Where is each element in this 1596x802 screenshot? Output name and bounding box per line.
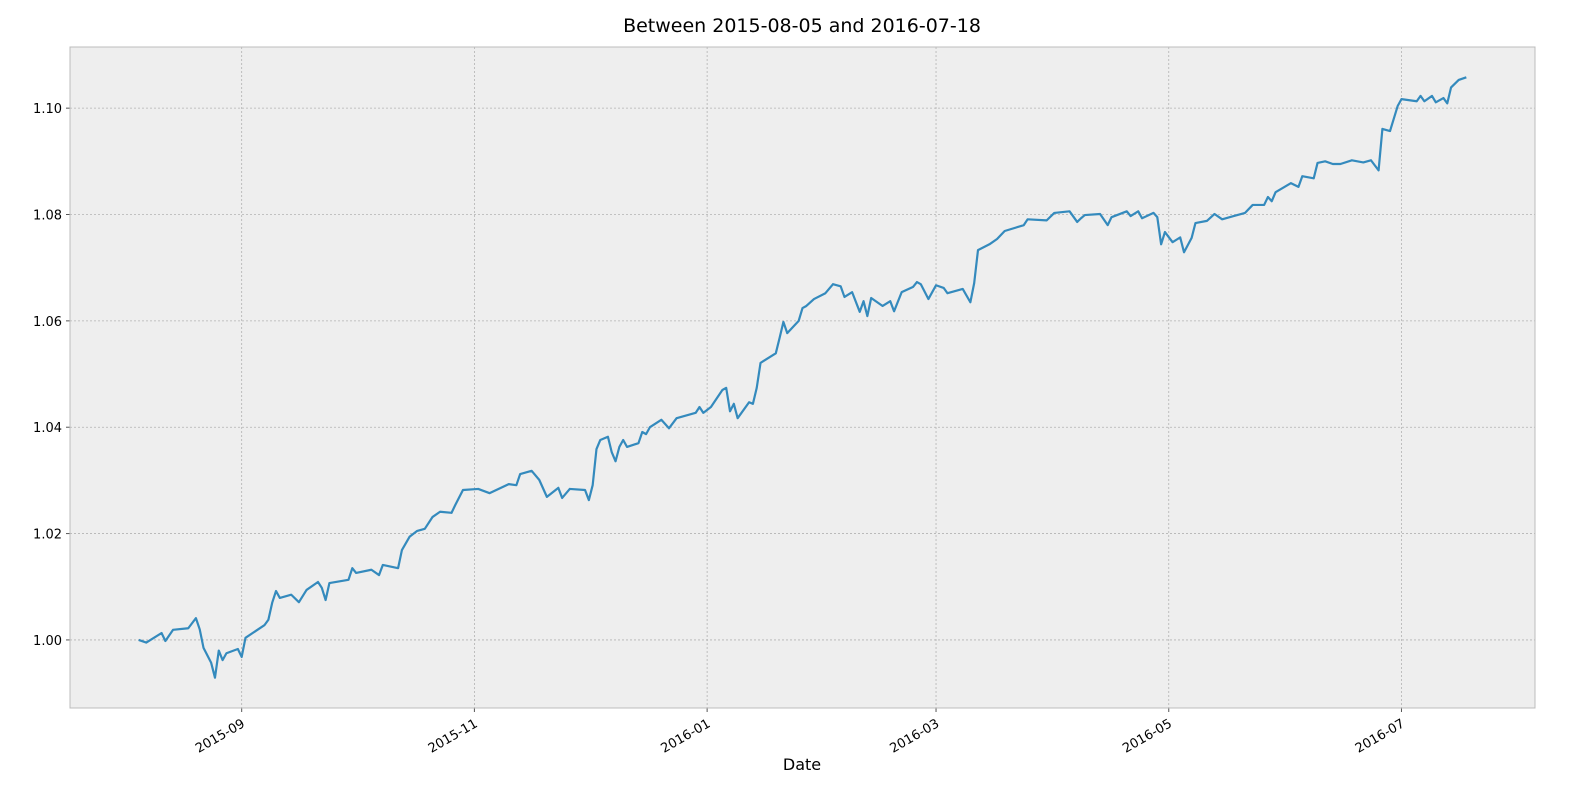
y-tick-label: 1.06 [33, 315, 62, 330]
x-tick-label: 2016-05 [1120, 716, 1175, 756]
y-tick-label: 1.08 [33, 209, 62, 224]
x-tick-label: 2015-11 [426, 716, 481, 756]
plot-area [70, 47, 1535, 708]
x-axis-label: Date [783, 755, 821, 774]
x-tick-label: 2016-07 [1353, 716, 1408, 756]
chart-title: Between 2015-08-05 and 2016-07-18 [623, 15, 981, 37]
x-tick-label: 2016-03 [887, 716, 942, 756]
data-line [138, 76, 1467, 679]
y-tick-label: 1.04 [33, 421, 62, 436]
y-tick-label: 1.02 [33, 528, 62, 543]
x-tick-label: 2016-01 [659, 716, 714, 756]
plot-frame [69, 46, 1536, 709]
y-tick-label: 1.00 [33, 634, 62, 649]
x-tick-label: 2015-09 [193, 716, 248, 756]
y-tick-label: 1.10 [33, 102, 62, 117]
